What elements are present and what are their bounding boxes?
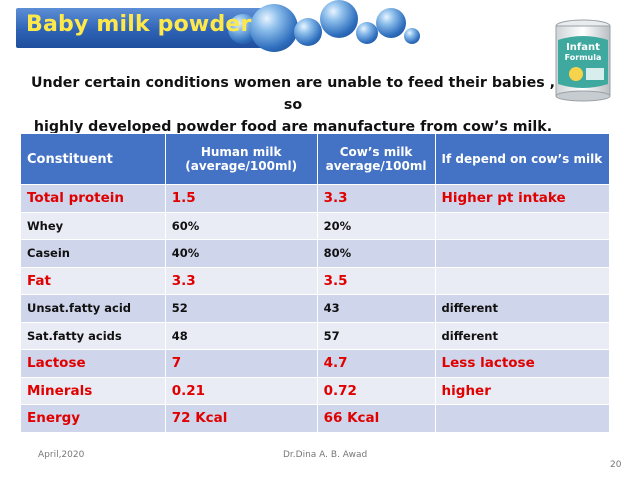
table-cell: 40% [164, 239, 318, 268]
header-cows-milk: Cow’s milk average/100ml [316, 133, 436, 185]
table-cell: 60% [164, 211, 318, 240]
table-cell: 43 [316, 294, 436, 323]
table-cell: Sat.fatty acids [20, 321, 166, 350]
table-cell: 20% [316, 211, 436, 240]
table-cell: Total protein [20, 184, 166, 213]
header-human-milk: Human milk (average/100ml) [164, 133, 318, 185]
can-brand-line2: Formula [565, 53, 602, 62]
table-cell [434, 239, 611, 268]
table-cell: 3.3 [316, 184, 436, 213]
table-row: Lactose 7 4.7 Less lactose [20, 349, 611, 378]
table-cell: 57 [316, 321, 436, 350]
intro-text: Under certain conditions women are unabl… [20, 72, 566, 138]
bubble-decoration [376, 8, 406, 38]
table-cell: 52 [164, 294, 318, 323]
infant-formula-can-image: Infant Formula [555, 19, 611, 102]
table-cell: 48 [164, 321, 318, 350]
page-number: 20 [610, 460, 622, 470]
table-row: Energy 72 Kcal 66 Kcal [20, 404, 611, 433]
table-cell: 3.5 [316, 266, 436, 295]
table-cell: 80% [316, 239, 436, 268]
table-row: Unsat.fatty acid 52 43 different [20, 294, 611, 323]
table-body: Total protein 1.5 3.3 Higher pt intake Whey 6… [20, 184, 611, 433]
table-cell: 72 Kcal [164, 404, 318, 433]
footer-date: April,2020 [38, 450, 85, 460]
table-row: Total protein 1.5 3.3 Higher pt intake [20, 184, 611, 213]
table-cell: different [434, 294, 611, 323]
bubble-decoration [404, 28, 420, 44]
table-cell: higher [434, 376, 611, 405]
footer-author: Dr.Dina A. B. Awad [283, 450, 368, 460]
table-cell: 7 [164, 349, 318, 378]
table-cell: 4.7 [316, 349, 436, 378]
intro-line-2: highly developed powder food are manufac… [33, 119, 553, 135]
table-cell [434, 266, 611, 295]
table-cell: 1.5 [164, 184, 318, 213]
header-if-cows-milk: If depend on cow’s milk [434, 133, 611, 185]
header-constituent: Constituent [20, 133, 166, 185]
intro-line-1: Under certain conditions women are unabl… [31, 75, 555, 113]
title-banner [16, 8, 266, 48]
table-cell: Less lactose [434, 349, 611, 378]
milk-comparison-table: Constituent Human milk (average/100ml) C… [20, 133, 611, 433]
table-cell: Higher pt intake [434, 184, 611, 213]
table-row: Whey 60% 20% [20, 211, 611, 240]
table-row: Casein 40% 80% [20, 239, 611, 268]
table-cell [434, 211, 611, 240]
table-row: Sat.fatty acids 48 57 different [20, 321, 611, 350]
table-cell: Fat [20, 266, 166, 295]
table-cell: Lactose [20, 349, 166, 378]
table-cell: Whey [20, 211, 166, 240]
table-cell [434, 404, 611, 433]
table-cell: Casein [20, 239, 166, 268]
page-title: Baby milk powder [26, 12, 252, 37]
table-cell: 66 Kcal [316, 404, 436, 433]
table-cell: Minerals [20, 376, 166, 405]
can-brand-line1: Infant [566, 42, 600, 53]
bubble-decoration [250, 4, 298, 52]
table-cell: Unsat.fatty acid [20, 294, 166, 323]
table-row: Fat 3.3 3.5 [20, 266, 611, 295]
table-cell: 0.72 [316, 376, 436, 405]
table-cell: different [434, 321, 611, 350]
table-cell: 0.21 [164, 376, 318, 405]
table-cell: Energy [20, 404, 166, 433]
bubble-decoration [294, 18, 322, 46]
table-cell: 3.3 [164, 266, 318, 295]
table-header-row: Constituent Human milk (average/100ml) C… [20, 133, 611, 185]
bubble-decoration [320, 0, 358, 38]
table-row: Minerals 0.21 0.72 higher [20, 376, 611, 405]
bubble-decoration [356, 22, 378, 44]
